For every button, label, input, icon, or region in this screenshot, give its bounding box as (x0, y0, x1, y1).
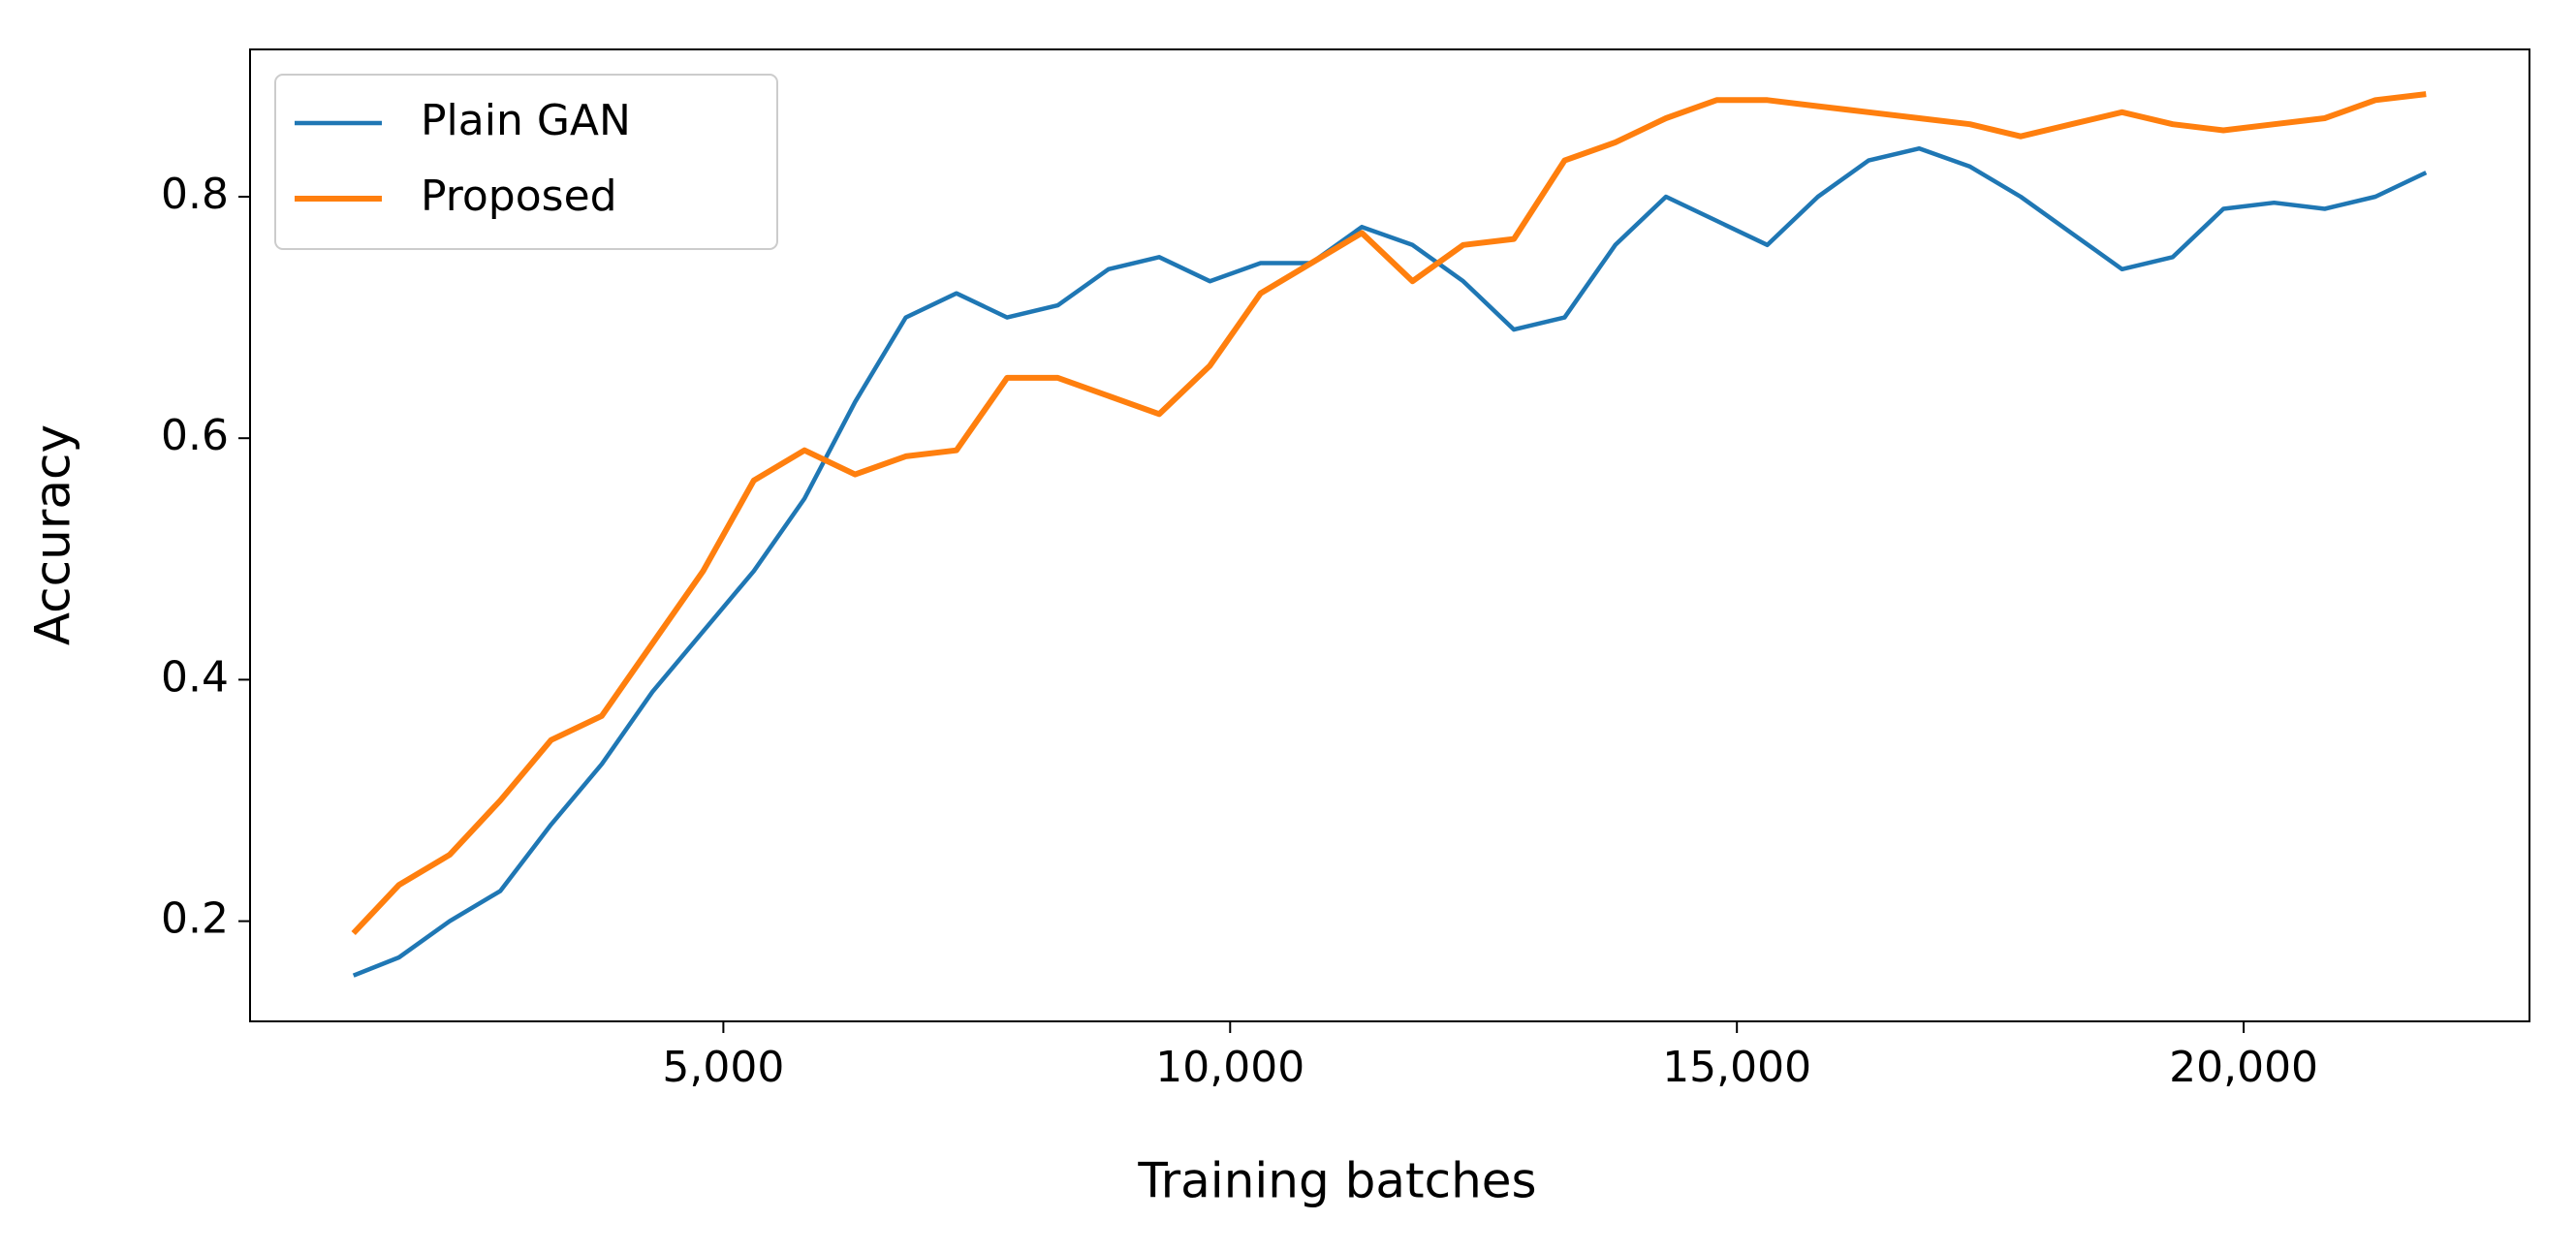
x-axis-label: Training batches (1137, 1153, 1536, 1209)
y-axis-label: Accuracy (25, 424, 81, 645)
legend-label: Plain GAN (421, 96, 631, 145)
y-tick-label: 0.2 (161, 894, 229, 944)
data-line (352, 145, 2428, 978)
data-line (351, 91, 2427, 936)
plot-frame (249, 48, 2530, 1022)
y-tick-label: 0.4 (161, 652, 229, 702)
y-tick-label: 0.6 (161, 411, 229, 460)
legend-box (274, 74, 778, 250)
x-tick-label: 15,000 (1662, 1043, 1811, 1092)
x-tick-label: 10,000 (1155, 1043, 1304, 1092)
legend: Plain GAN Proposed (274, 74, 778, 250)
legend-label: Proposed (421, 172, 617, 221)
x-tick-label: 5,000 (662, 1043, 784, 1092)
y-tick-label: 0.8 (161, 170, 229, 219)
x-tick-label: 20,000 (2169, 1043, 2318, 1092)
